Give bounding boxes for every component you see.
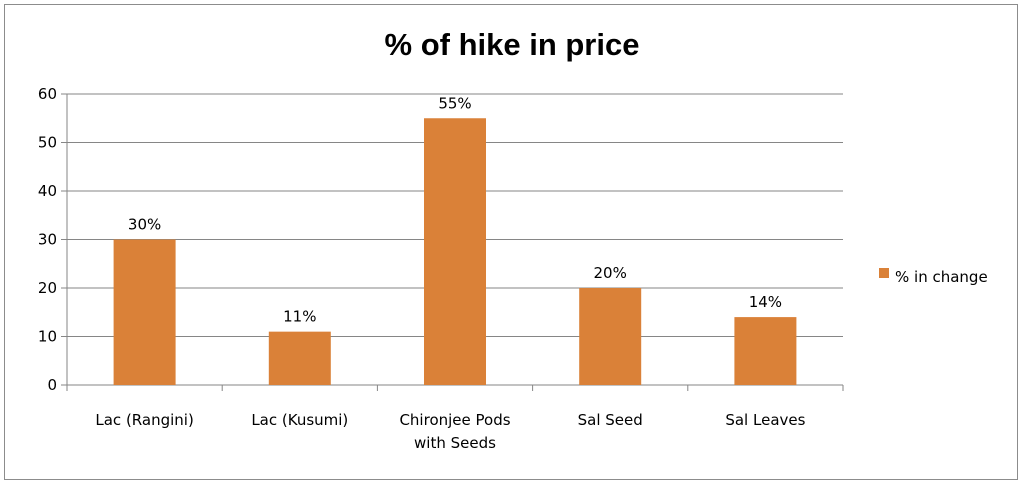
chart-title: % of hike in price	[385, 27, 640, 62]
x-tick-label: with Seeds	[414, 434, 496, 452]
bar	[424, 118, 486, 385]
bars	[113, 118, 797, 385]
y-tick-label: 0	[47, 376, 57, 394]
data-label: 14%	[749, 293, 782, 311]
x-axis: Lac (Rangini) Lac (Kusumi) Chironjee Pods w…	[66, 384, 844, 452]
x-tick-label: Sal Seed	[578, 411, 643, 429]
bar	[268, 331, 331, 385]
y-tick-label: 20	[38, 279, 57, 297]
bar	[113, 239, 176, 385]
data-labels: 30% 11% 55% 20% 14%	[128, 94, 782, 325]
bar	[579, 288, 642, 385]
legend-swatch	[879, 268, 889, 278]
x-tick-label: Lac (Rangini)	[95, 411, 193, 429]
data-label: 11%	[283, 308, 316, 326]
y-tick-label: 50	[38, 134, 57, 152]
bar	[734, 317, 797, 385]
y-tick-label: 40	[38, 182, 57, 200]
x-tick-label: Sal Leaves	[725, 411, 805, 429]
data-label: 30%	[128, 216, 161, 234]
y-tick-label: 30	[38, 231, 57, 249]
x-tick-label: Chironjee Pods	[399, 411, 510, 429]
y-axis: 0 10 20 30 40 50 60	[38, 85, 68, 394]
x-tick-label: Lac (Kusumi)	[251, 411, 348, 429]
data-label: 20%	[594, 264, 627, 282]
y-tick-label: 60	[38, 85, 57, 103]
data-label: 55%	[438, 94, 471, 112]
legend: % in change	[879, 268, 988, 286]
y-tick-label: 10	[38, 328, 57, 346]
legend-label: % in change	[895, 268, 988, 286]
